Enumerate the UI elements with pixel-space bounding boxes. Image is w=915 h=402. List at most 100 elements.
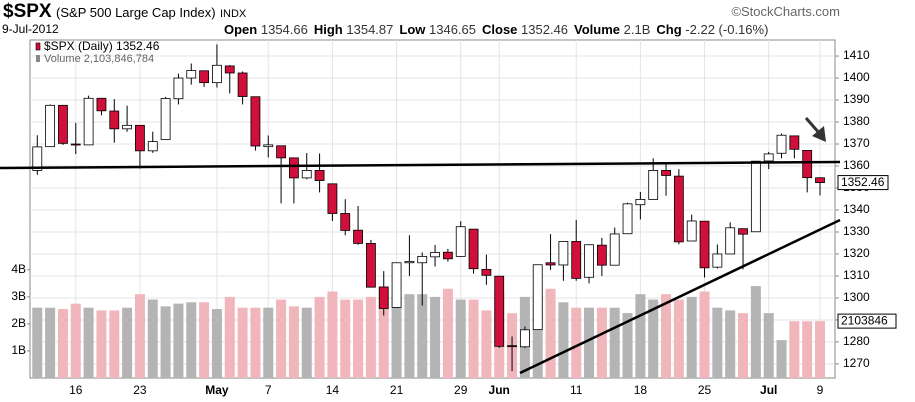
volume-bar	[417, 294, 428, 378]
y-tick-label: 1330	[843, 224, 870, 238]
y-tick-label: 1360	[843, 158, 870, 172]
candle-body	[738, 228, 748, 235]
x-tick-label: 29	[454, 383, 468, 397]
stat-label: Close	[482, 22, 518, 37]
volume-bar	[186, 302, 197, 378]
volume-bar	[211, 309, 222, 378]
volume-bar	[442, 288, 453, 378]
volume-bar	[224, 296, 235, 378]
candle-body	[725, 227, 736, 255]
y-tick-label: 1390	[843, 92, 870, 106]
stat-value: -2.22 (-0.16%)	[685, 22, 769, 37]
header: $SPX (S&P 500 Large Cap Index) INDX ©Sto…	[0, 0, 915, 40]
candle-body	[96, 97, 107, 112]
candle-body	[314, 170, 325, 181]
candle-body	[455, 226, 466, 257]
candle-body	[301, 170, 312, 179]
candle-body	[596, 244, 607, 266]
stat-label: Open	[224, 22, 258, 37]
volume-bar	[622, 313, 633, 378]
candle-body	[147, 141, 158, 152]
x-tick-label: Jul	[760, 383, 777, 397]
candle-body	[750, 160, 761, 233]
candle-body	[122, 124, 133, 130]
volume-bar	[122, 307, 133, 378]
volume-bar	[750, 286, 761, 378]
date: 9-Jul-2012	[2, 22, 59, 36]
x-tick-label: 7	[265, 383, 272, 397]
stats: Open 1354.66 High 1354.87 Low 1346.65 Close…	[218, 22, 768, 37]
candle-body	[648, 170, 659, 200]
volume-bar	[532, 294, 543, 378]
volume-bar	[609, 307, 620, 378]
x-tick-label: 21	[390, 383, 404, 397]
volume-bar	[378, 288, 389, 378]
x-tick-label: 9	[817, 383, 824, 397]
stat-label: Chg	[656, 22, 682, 37]
candle-body	[442, 251, 453, 260]
x-tick-label: 16	[69, 383, 83, 397]
stat-value: 1354.66	[260, 22, 308, 37]
volume-bar	[596, 307, 607, 378]
volume-bar	[661, 294, 672, 378]
exchange: INDX	[219, 8, 247, 20]
candle-body	[186, 70, 197, 79]
candle-body	[289, 157, 299, 179]
volume-bar	[109, 310, 120, 378]
volume-bar	[288, 306, 299, 378]
y-tick-label: 1270	[843, 356, 870, 370]
volume-bar	[199, 302, 210, 378]
candle-body	[789, 135, 800, 150]
candle-body	[622, 203, 633, 235]
candle-body	[70, 143, 81, 146]
volume-bar	[45, 307, 56, 378]
volume-bar	[699, 291, 710, 378]
x-tick-label: 23	[133, 383, 147, 397]
candle-body	[545, 262, 556, 266]
symbol: $SPX	[3, 1, 52, 22]
volume-bar	[96, 310, 107, 378]
candle-body	[378, 286, 389, 309]
candle-body	[340, 213, 351, 231]
candle-body	[815, 177, 825, 183]
annotations	[0, 117, 841, 375]
stat-value: 2.1B	[623, 22, 651, 37]
x-tick-label: Jun	[489, 383, 510, 397]
volume-bar	[815, 321, 826, 378]
candle-body	[160, 98, 171, 141]
volume-bar	[776, 340, 787, 378]
candle-body	[353, 229, 363, 244]
volume-bar	[725, 310, 736, 378]
volume-bar	[789, 321, 800, 378]
volume-bar	[70, 303, 81, 378]
stat-value: 1346.65	[429, 22, 476, 37]
stat-value: 1354.87	[346, 22, 394, 37]
candle-body	[712, 253, 723, 268]
y-tick-label: 1410	[843, 48, 870, 62]
arrow-head	[812, 126, 826, 142]
stat-value: 1352.46	[521, 22, 569, 37]
volume-bar	[391, 294, 402, 378]
x-tick-label: 25	[698, 383, 712, 397]
volume-tick-label: 3B	[11, 289, 26, 303]
trend-line	[519, 218, 841, 375]
candle-body	[263, 144, 274, 148]
candle-body	[45, 104, 56, 148]
candle-body	[609, 233, 620, 266]
volume-bar	[160, 306, 171, 378]
volume-bar	[584, 307, 595, 378]
candle-body	[468, 228, 479, 270]
volume-bar	[455, 299, 466, 378]
candle-body	[404, 261, 415, 264]
candle-body	[83, 97, 94, 146]
credit[interactable]: ©StockCharts.com	[731, 4, 840, 19]
x-tick-label: 11	[570, 383, 583, 397]
y-tick-label: 1380	[843, 114, 870, 128]
last-price-label: 1352.46	[841, 175, 885, 189]
volume-bar	[635, 294, 646, 378]
candle-body	[481, 268, 492, 276]
legend-candle-icon	[35, 42, 41, 51]
candle-body	[519, 329, 530, 348]
candle-body	[776, 134, 787, 154]
candle-body	[250, 96, 261, 147]
